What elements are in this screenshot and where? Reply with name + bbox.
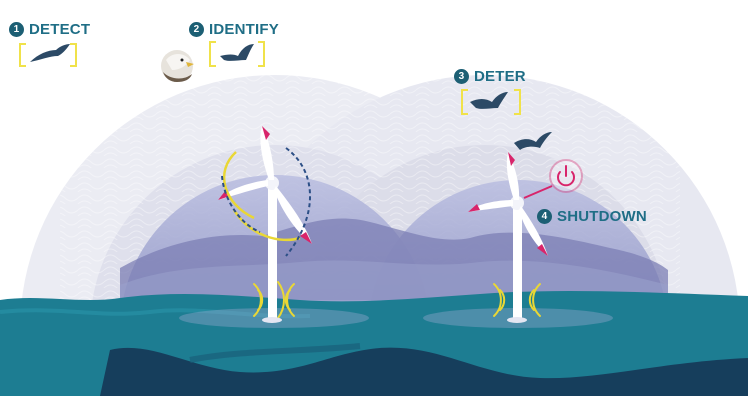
wind-turbine-right <box>468 152 553 323</box>
step-shutdown: 4 SHUTDOWN <box>537 208 647 225</box>
step-label: SHUTDOWN <box>557 208 647 225</box>
step-number-badge: 3 <box>454 69 469 84</box>
step-number-badge: 1 <box>9 22 24 37</box>
step-label: DETECT <box>29 21 91 38</box>
power-icon <box>549 159 583 193</box>
wind-turbine-left <box>218 126 312 323</box>
sound-wave-icon <box>253 281 541 319</box>
bird-icon <box>470 92 508 109</box>
deter-bird-frame <box>461 89 521 115</box>
bird-icon <box>30 44 70 62</box>
step-identify: 2 IDENTIFY <box>189 21 279 38</box>
sea-shadow <box>100 347 748 396</box>
identify-bird-frame <box>161 41 265 82</box>
sea <box>0 290 748 396</box>
step-label: DETER <box>474 68 526 85</box>
step-deter: 3 DETER <box>454 68 526 85</box>
bird-icon <box>514 132 552 150</box>
bird-icon <box>220 44 254 61</box>
detect-bird-frame <box>19 43 77 67</box>
step-detect: 1 DETECT <box>9 21 90 38</box>
step-number-badge: 2 <box>189 22 204 37</box>
step-label: IDENTIFY <box>209 21 279 38</box>
step-number-badge: 4 <box>537 209 552 224</box>
